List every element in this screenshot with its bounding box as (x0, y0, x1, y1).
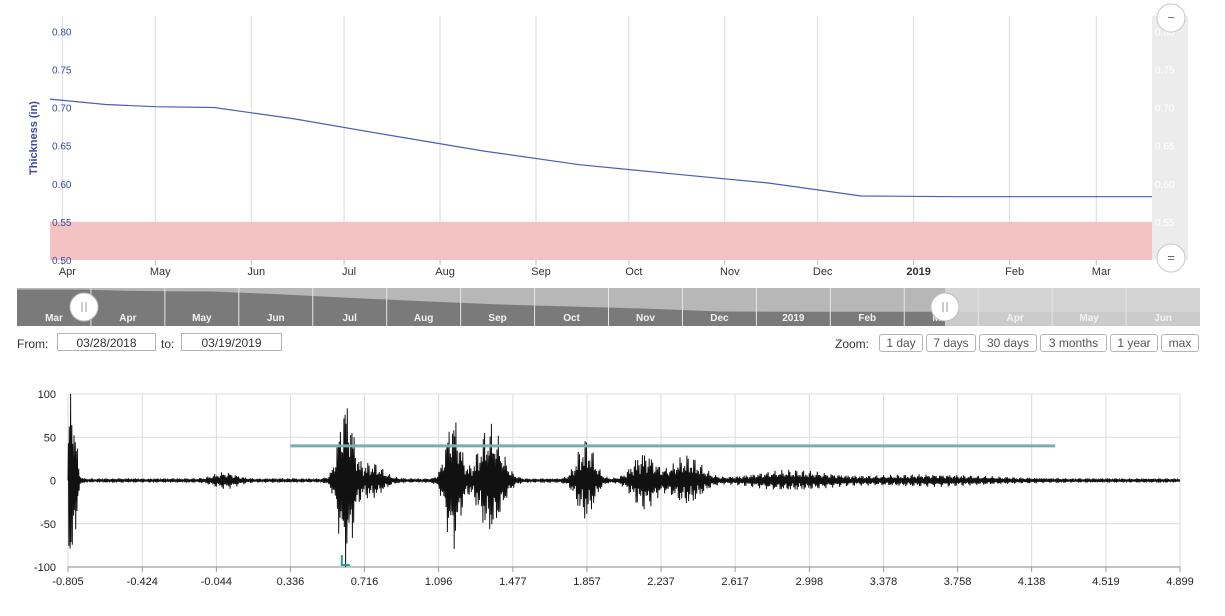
thickness-right-tick-label: 0.70 (1155, 104, 1175, 115)
zoom-7-days-button[interactable]: 7 days (926, 334, 976, 352)
thickness-x-tick-label: Dec (813, 266, 833, 278)
waveform-y-tick-label: 0 (50, 476, 56, 488)
thickness-x-tick-label: Apr (59, 266, 76, 278)
thickness-y-tick-label: 0.70 (52, 104, 72, 115)
thickness-right-tick-label: 0.80 (1155, 27, 1175, 38)
zoom-1-day-button[interactable]: 1 day (879, 334, 923, 352)
waveform-y-tick-label: -50 (40, 519, 56, 531)
waveform-x-tick-label: 4.138 (1018, 576, 1046, 588)
thickness-plot-area (50, 16, 1152, 260)
waveform-x-tick-label: -0.424 (127, 576, 158, 588)
thickness-y-tick-label: 0.55 (52, 218, 72, 229)
navigator-label: Jun (267, 313, 285, 324)
waveform-x-tick-label: 0.336 (277, 576, 305, 588)
navigator-label: Apr (1007, 313, 1024, 324)
thickness-right-tick-label: 0.60 (1155, 180, 1175, 191)
navigator-label: Aug (414, 313, 433, 324)
zoom-30-days-button[interactable]: 30 days (979, 334, 1037, 352)
navigator-label: Dec (710, 313, 729, 324)
waveform-x-tick-label: 4.519 (1092, 576, 1120, 588)
thickness-y-label: Thickness (in) (28, 101, 40, 175)
waveform-chart: 100 50 0 -50 -100 -0.805 -0.424 -0.044 0.336 0.7… (34, 389, 1194, 588)
thickness-right-tick-label: 0.75 (1155, 65, 1175, 76)
thickness-x-tick-label: May (150, 266, 171, 278)
thickness-x-tick-label: Jun (247, 266, 265, 278)
thickness-x-tick-label: Sep (531, 266, 551, 278)
from-label: From: (17, 337, 49, 351)
thickness-x-tick-label: Mar (1092, 266, 1111, 278)
thickness-y-tick-label: 0.65 (52, 142, 72, 153)
navigator[interactable]: MarAprMayJunJulAugSepOctNovDec2019FebMar… (0, 288, 1225, 332)
waveform-x-tick-label: 3.758 (944, 576, 972, 588)
zoom-in-control[interactable]: − (1156, 3, 1186, 33)
navigator-left-handle[interactable] (69, 292, 99, 322)
thickness-series-line (49, 98, 1152, 198)
waveform-x-tick-label: 3.378 (870, 576, 898, 588)
from-date-input[interactable]: 03/28/2018 (57, 333, 156, 351)
waveform-x-tick-label: 1.477 (499, 576, 527, 588)
waveform-y-tick-label: 50 (44, 432, 56, 444)
waveform-x-tick-label: 2.617 (721, 576, 749, 588)
navigator-label: Jun (1154, 313, 1172, 324)
thickness-right-tick-label: 0.65 (1155, 142, 1175, 153)
waveform-x-tick-label: 2.237 (647, 576, 675, 588)
waveform-y-tick-label: 100 (38, 389, 56, 401)
zoom-out-icon: = (1167, 250, 1175, 265)
thickness-y-axis: 0.80 0.75 0.70 0.65 0.60 0.55 0.50 (52, 27, 72, 267)
waveform-x-tick-label: -0.805 (52, 576, 83, 588)
thickness-x-tick-label: Oct (625, 266, 642, 278)
thickness-right-tick-label: 0.55 (1155, 218, 1175, 229)
range-selector: From: 03/28/2018 to: 03/19/2019 Zoom: 1 … (0, 332, 1225, 356)
waveform-x-tick-label: 4.899 (1166, 576, 1194, 588)
thickness-x-tick-label: 2019 (906, 266, 930, 278)
navigator-label: Oct (563, 313, 580, 324)
waveform-series-line (67, 393, 1181, 568)
navigator-label: May (192, 313, 212, 324)
thickness-chart: 0.80 0.75 0.70 0.65 0.60 0.55 0.50 0.80 0.75 0.7… (28, 3, 1188, 278)
navigator-label: Feb (858, 313, 876, 324)
navigator-label: Apr (119, 313, 136, 324)
navigator-right-handle[interactable] (930, 292, 960, 322)
thickness-x-axis: Apr May Jun Jul Aug Sep Oct Nov Dec 2019 Feb Mar (59, 266, 1111, 278)
thickness-y-tick-label: 0.80 (52, 27, 72, 38)
navigator-label: Jul (342, 313, 357, 324)
waveform-x-axis: -0.805 -0.424 -0.044 0.336 0.716 1.096 1.477 1.… (52, 576, 1193, 588)
waveform-x-tick-label: 0.716 (351, 576, 379, 588)
thickness-x-tick-label: Feb (1005, 266, 1024, 278)
thickness-y-tick-label: 0.50 (52, 256, 72, 267)
thickness-y-tick-label: 0.75 (52, 65, 72, 76)
zoom-label: Zoom: (835, 337, 870, 351)
thickness-x-tick-label: Aug (435, 266, 455, 278)
waveform-y-axis: 100 50 0 -50 -100 (34, 389, 56, 574)
thickness-grid (61, 16, 1097, 265)
navigator-label: Sep (488, 313, 506, 324)
waveform-x-tick-label: -0.044 (201, 576, 232, 588)
thickness-y-tick-label: 0.60 (52, 180, 72, 191)
waveform-x-tick-label: 1.096 (425, 576, 453, 588)
right-axis-panel (1152, 16, 1188, 260)
zoom-out-control[interactable]: = (1156, 243, 1186, 273)
zoom-1-year-button[interactable]: 1 year (1110, 334, 1158, 352)
navigator-label: May (1079, 313, 1099, 324)
threshold-band (50, 221, 1152, 260)
navigator-label: Mar (45, 313, 63, 324)
thickness-x-tick-label: Jul (342, 266, 356, 278)
waveform-y-tick-label: -100 (34, 562, 56, 574)
waveform-x-tick-label: 2.998 (796, 576, 824, 588)
zoom-3-months-button[interactable]: 3 months (1040, 334, 1107, 352)
zoom-in-icon: − (1167, 10, 1175, 25)
zoom-max-button[interactable]: max (1161, 334, 1199, 352)
waveform-x-tick-label: 1.857 (573, 576, 601, 588)
navigator-label: 2019 (782, 313, 805, 324)
to-date-input[interactable]: 03/19/2019 (181, 333, 282, 351)
thickness-x-tick-label: Nov (720, 266, 740, 278)
to-label: to: (161, 337, 175, 351)
navigator-label: Nov (636, 313, 655, 324)
navigator-unselected-right (945, 288, 1200, 326)
peak-marker-icon (340, 555, 350, 566)
